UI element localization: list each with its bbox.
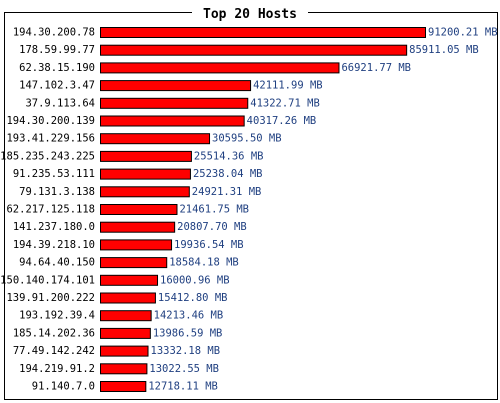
host-bar (100, 133, 211, 145)
host-bar (100, 204, 178, 215)
host-label: 194.30.200.139 (6, 115, 95, 127)
host-label: 141.237.180.0 (13, 221, 95, 233)
value-label: 66921.77 MB (341, 62, 411, 74)
host-bar (100, 221, 176, 233)
value-label: 20807.70 MB (177, 221, 247, 233)
host-label: 150.140.174.101 (0, 274, 95, 286)
host-bar (100, 327, 151, 339)
value-label: 41322.71 MB (250, 97, 320, 109)
host-label: 194.219.91.2 (19, 363, 95, 375)
host-label: 62.38.15.190 (19, 62, 95, 74)
host-label: 147.102.3.47 (19, 80, 95, 92)
host-label: 91.140.7.0 (32, 381, 95, 393)
value-label: 13332.18 MB (151, 345, 221, 357)
host-label: 193.41.229.156 (6, 133, 95, 145)
host-bar (100, 150, 192, 162)
host-label: 94.64.40.150 (19, 257, 95, 269)
bar-rows: 194.30.200.78 91200.21 MB 178.59.99.77 8591… (0, 27, 497, 393)
value-label: 16000.96 MB (160, 274, 230, 286)
host-bar (100, 27, 426, 38)
value-label: 19936.54 MB (174, 239, 244, 251)
value-label: 21461.75 MB (179, 204, 249, 216)
host-bar (100, 381, 147, 392)
host-label: 194.39.218.10 (13, 239, 95, 251)
host-bar (100, 274, 159, 286)
value-label: 15412.80 MB (158, 292, 228, 304)
value-label: 91200.21 MB (428, 27, 498, 39)
chart-title: Top 20 Hosts (203, 7, 297, 22)
host-bar (100, 168, 191, 180)
value-label: 30595.50 MB (212, 133, 282, 145)
host-bar (100, 97, 249, 109)
value-label: 85911.05 MB (409, 44, 479, 56)
value-label: 24921.31 MB (192, 186, 262, 198)
host-label: 194.30.200.78 (13, 27, 95, 39)
value-label: 40317.26 MB (247, 115, 317, 127)
host-bar (100, 345, 149, 357)
host-label: 77.49.142.242 (13, 345, 95, 357)
host-bar (100, 80, 252, 92)
value-label: 13986.59 MB (153, 327, 223, 339)
host-label: 91.235.53.111 (13, 168, 95, 180)
host-bar (100, 363, 148, 375)
value-label: 13022.55 MB (149, 363, 219, 375)
host-label: 79.131.3.138 (19, 186, 95, 198)
host-label: 178.59.99.77 (19, 44, 95, 56)
host-bar (100, 239, 173, 251)
host-label: 193.192.39.4 (19, 310, 95, 322)
host-label: 62.217.125.118 (6, 204, 95, 216)
host-bar (100, 310, 152, 322)
host-label: 185.14.202.36 (13, 327, 95, 339)
value-label: 25514.36 MB (194, 150, 264, 162)
host-bar (100, 186, 190, 198)
value-label: 14213.46 MB (154, 310, 224, 322)
value-label: 42111.99 MB (253, 80, 323, 92)
host-bar (100, 44, 408, 56)
host-label: 185.235.243.225 (0, 150, 95, 162)
host-bar (100, 62, 340, 74)
value-label: 18584.18 MB (169, 257, 239, 269)
host-label: 37.9.113.64 (25, 97, 95, 109)
host-bar (100, 257, 168, 269)
host-label: 139.91.200.222 (6, 292, 95, 304)
host-bar (100, 292, 156, 304)
value-label: 25238.04 MB (193, 168, 263, 180)
title-backdrop (192, 4, 308, 22)
host-bar (100, 115, 245, 127)
value-label: 12718.11 MB (148, 381, 218, 393)
